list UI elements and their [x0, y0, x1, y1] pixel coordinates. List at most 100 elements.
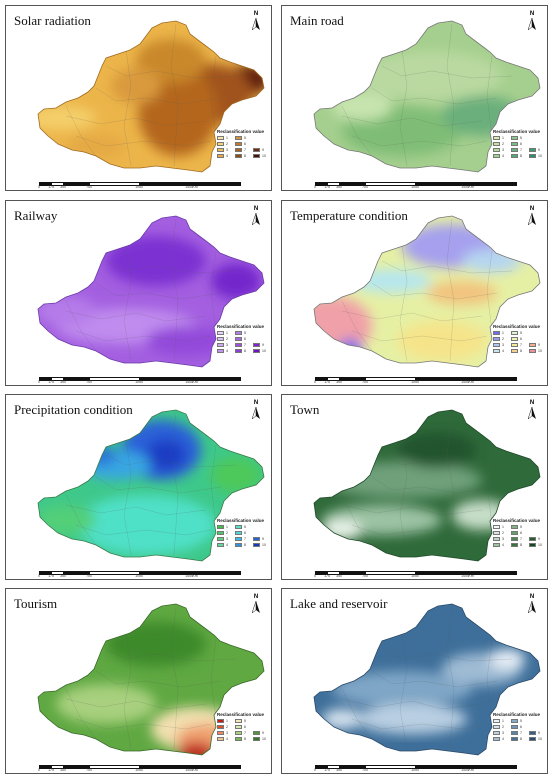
legend-label: 2 — [502, 336, 504, 341]
scale-segment — [365, 571, 417, 575]
scale-segment — [415, 182, 467, 186]
legend-item: 2 — [493, 336, 504, 341]
scale-tick-label: 175 — [48, 574, 54, 578]
legend-label: 5 — [244, 524, 246, 529]
county-boundary — [75, 330, 212, 342]
legend-swatch — [493, 736, 500, 741]
legend-label: 1 — [502, 135, 504, 140]
county-boundary — [351, 330, 488, 342]
legend-swatch — [235, 153, 242, 158]
legend-item: 2 — [217, 724, 228, 729]
legend-label: 6 — [520, 141, 522, 146]
county-boundary — [341, 115, 483, 127]
legend-swatch — [235, 135, 242, 140]
legend-item: 6 — [235, 724, 246, 729]
region-outline — [37, 215, 265, 368]
scale-segment — [139, 182, 191, 186]
legend-item: 4 — [217, 348, 228, 353]
scale-bar: 0 175 350 700 1050 1400 Km — [314, 376, 517, 385]
legend: Reclassification value 1 2 3 4 5 6 7 8 9 10 — [493, 324, 547, 366]
legend-swatch — [235, 724, 242, 729]
scale-tick-label: 0 — [314, 185, 316, 189]
county-boundary — [75, 135, 212, 147]
legend-label: 2 — [226, 724, 228, 729]
county-boundary — [65, 494, 97, 546]
legend-swatch — [235, 730, 242, 735]
legend-swatch — [235, 524, 242, 529]
legend-swatch — [493, 153, 500, 158]
legend-label: 8 — [244, 736, 246, 741]
legend-item: 1 — [217, 718, 228, 723]
legend-label: 6 — [244, 141, 246, 146]
map-figure — [37, 603, 265, 756]
value-zone — [56, 684, 156, 724]
scale-segment — [139, 765, 191, 769]
legend-label: 6 — [244, 336, 246, 341]
scale-bar: 0 175 350 700 1050 1400 Km — [314, 570, 517, 579]
map-figure — [37, 20, 265, 173]
scale-unit: Km — [468, 380, 474, 384]
legend-label: 4 — [502, 736, 504, 741]
scale-tick-label: 350 — [336, 185, 342, 189]
map-panel-temp: Temperature condition N Reclassification v… — [281, 200, 548, 386]
legend-item: 1 — [217, 330, 228, 335]
legend-item: 7 — [511, 147, 522, 152]
county-boundary — [210, 250, 217, 332]
legend-item: 4 — [493, 348, 504, 353]
north-arrow-icon: N — [527, 594, 537, 618]
scale-tick-label: 0 — [314, 380, 316, 384]
legend-swatch — [493, 536, 500, 541]
county-boundary — [105, 454, 237, 468]
legend-item: 9 — [253, 147, 264, 152]
legend: Reclassification value 1 2 3 4 5 6 7 8 9 10 — [217, 324, 271, 366]
legend-item: 1 — [217, 135, 228, 140]
county-boundary — [341, 310, 483, 322]
value-zone — [322, 709, 362, 729]
scale-segment — [365, 765, 417, 769]
legend-item: 10 — [529, 736, 542, 741]
value-zone — [322, 462, 482, 498]
scale-tick-label: 1050 — [411, 380, 419, 384]
legend-label: 7 — [520, 536, 522, 541]
county-boundary — [341, 504, 483, 516]
legend-label: 10 — [262, 348, 266, 353]
county-boundary — [341, 300, 373, 352]
legend-label: 9 — [262, 147, 264, 152]
legend-item: 8 — [511, 348, 522, 353]
legend-item: 3 — [493, 342, 504, 347]
legend-item: 8 — [235, 153, 246, 158]
legend-swatch — [217, 147, 224, 152]
legend-title: Reclassification value — [217, 129, 265, 134]
legend-item: 1 — [493, 135, 504, 140]
region-outline — [37, 603, 265, 756]
legend-item: 6 — [235, 141, 246, 146]
legend-swatch — [253, 348, 260, 353]
region-outline — [313, 409, 541, 562]
scale-segment — [89, 765, 141, 769]
county-boundary — [399, 438, 408, 556]
county-boundary — [351, 135, 488, 147]
legend-swatch — [511, 336, 518, 341]
legend-item: 2 — [493, 530, 504, 535]
county-boundary — [123, 438, 132, 556]
scale-tick-label: 700 — [362, 380, 368, 384]
panel-title: Railway — [14, 208, 58, 223]
north-arrow-icon: N — [527, 206, 537, 230]
legend-item: 9 — [253, 536, 264, 541]
county-boundary — [65, 115, 207, 127]
legend-item: 3 — [217, 730, 228, 735]
value-zone — [38, 106, 96, 130]
panel-title: Temperature condition — [290, 208, 408, 223]
legend-label: 10 — [262, 153, 266, 158]
scale-segment — [365, 182, 417, 186]
legend-swatch — [217, 141, 224, 146]
county-boundary — [75, 718, 212, 730]
county-boundary — [95, 670, 222, 688]
legend-item: 10 — [529, 348, 542, 353]
county-boundary — [95, 87, 222, 105]
scale-tick-label: 1400 — [185, 185, 193, 189]
legend-item: 5 — [511, 330, 522, 335]
map-figure — [313, 603, 541, 756]
north-label: N — [253, 594, 259, 600]
value-zone — [136, 39, 206, 83]
